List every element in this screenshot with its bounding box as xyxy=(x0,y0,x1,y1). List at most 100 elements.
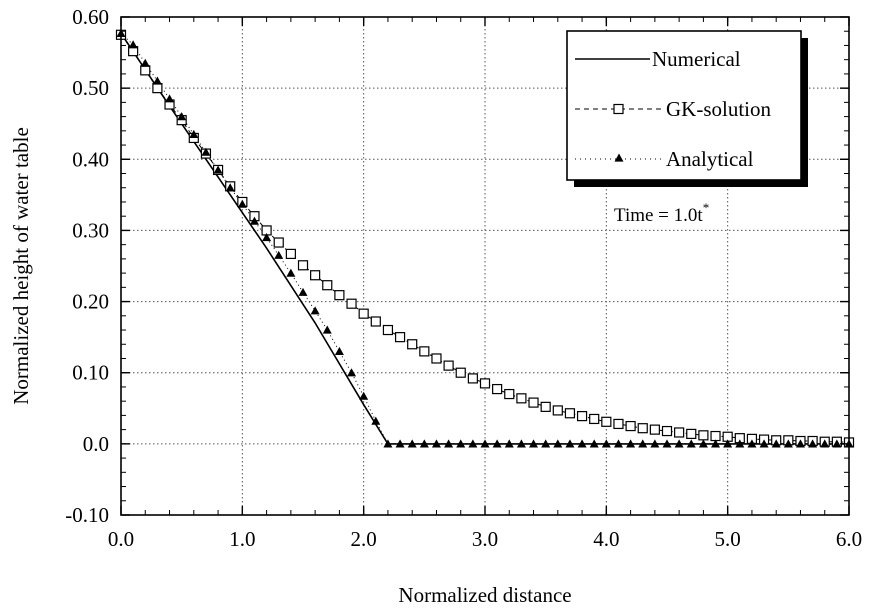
gk-solution-point xyxy=(649,424,660,435)
analytical-point xyxy=(832,439,842,448)
y-tick-label: 0.30 xyxy=(72,218,109,242)
gk-solution-point xyxy=(516,393,527,404)
y-tick-label: 0.0 xyxy=(83,432,109,456)
analytical-point xyxy=(237,199,247,208)
gk-solution-point xyxy=(394,332,406,343)
y-tick-label: 0.20 xyxy=(72,290,109,314)
analytical-point xyxy=(274,250,284,259)
analytical-point xyxy=(674,439,684,448)
analytical-point xyxy=(492,439,502,448)
analytical-point xyxy=(359,391,369,400)
y-tick-label: 0.10 xyxy=(72,361,109,385)
gk-solution-point xyxy=(710,430,721,442)
y-tick-labels: -0.10 0.0 0.10 0.20 0.30 0.40 0.50 0.60 xyxy=(65,5,109,527)
gk-solution-point xyxy=(273,237,284,248)
analytical-point xyxy=(371,416,381,425)
analytical-point xyxy=(298,287,308,296)
x-tick-label: 6.0 xyxy=(836,527,862,551)
gk-solution-point xyxy=(407,339,418,350)
analytical-point xyxy=(541,439,551,448)
time-annotation: Time = 1.0t* xyxy=(614,200,709,226)
gk-solution-point xyxy=(443,360,454,371)
analytical-point xyxy=(431,439,441,448)
tick-marks xyxy=(120,16,850,516)
gk-solution-point xyxy=(698,430,709,441)
time-annotation-superscript: * xyxy=(703,200,710,215)
analytical-point xyxy=(626,439,636,448)
gk-solution-point xyxy=(346,298,357,309)
gk-solution-point xyxy=(419,346,430,357)
gk-solution-point xyxy=(152,83,163,94)
legend-samples xyxy=(575,58,662,162)
analytical-point xyxy=(529,439,539,448)
analytical-point xyxy=(165,94,175,103)
analytical-point xyxy=(723,439,733,448)
gk-solution-point xyxy=(686,428,697,439)
legend-marker-gk-solution xyxy=(613,103,624,115)
analytical-point xyxy=(456,439,466,448)
analytical-point xyxy=(808,439,818,448)
analytical-point xyxy=(820,439,830,448)
analytical-point xyxy=(783,439,793,448)
gk-solution-point xyxy=(310,270,321,281)
time-annotation-text: Time = 1.0t xyxy=(614,205,703,226)
analytical-point xyxy=(577,439,587,448)
x-tick-label: 1.0 xyxy=(229,527,255,551)
gk-solution-point xyxy=(601,416,612,427)
analytical-point xyxy=(128,40,138,49)
x-tick-label: 3.0 xyxy=(472,527,498,551)
gk-solution-point xyxy=(637,423,648,434)
gk-solution-point xyxy=(455,367,466,378)
gk-solution-point xyxy=(479,378,491,389)
analytical-point xyxy=(322,325,332,334)
gk-solution-point xyxy=(504,388,515,400)
gk-solution-point xyxy=(674,427,685,438)
analytical-point xyxy=(310,306,320,315)
legend-entry-analytical: Analytical xyxy=(666,147,754,171)
gk-solution-point xyxy=(576,411,588,422)
analytical-point xyxy=(686,439,696,448)
y-tick-label: 0.60 xyxy=(72,5,109,29)
analytical-point xyxy=(407,439,417,448)
analytical-point xyxy=(662,439,672,448)
legend-entry-gk-solution: GK-solution xyxy=(666,97,772,121)
x-tick-label: 0.0 xyxy=(108,527,134,551)
analytical-point xyxy=(504,439,514,448)
analytical-point xyxy=(638,439,648,448)
gk-solution-point xyxy=(552,405,563,416)
analytical-point xyxy=(480,439,490,448)
analytical-point xyxy=(711,439,721,448)
y-tick-label: 0.40 xyxy=(72,147,109,171)
gk-solution-point xyxy=(564,408,576,419)
gk-solution-point xyxy=(140,65,151,76)
analytical-point xyxy=(213,165,223,174)
gk-solution-point xyxy=(613,418,624,430)
gk-solution-point xyxy=(334,290,345,301)
analytical-point xyxy=(589,439,599,448)
analytical-point xyxy=(286,268,296,277)
analytical-point xyxy=(468,439,478,448)
analytical-point xyxy=(516,439,526,448)
analytical-point xyxy=(347,368,357,377)
analytical-point xyxy=(565,439,575,448)
analytical-point xyxy=(189,129,199,138)
legend: Numerical GK-solution Analytical xyxy=(566,30,808,187)
analytical-point xyxy=(225,183,235,192)
gk-solution-point xyxy=(528,397,539,408)
analytical-point xyxy=(419,439,429,448)
gk-solution-point xyxy=(540,401,551,412)
gk-solution-point xyxy=(382,324,394,336)
analytical-point xyxy=(747,439,757,448)
gk-solution-point xyxy=(589,413,600,425)
gk-solution-point xyxy=(661,425,673,437)
analytical-point xyxy=(601,439,611,448)
analytical-point xyxy=(735,439,745,448)
analytical-point xyxy=(249,216,259,225)
plot-series xyxy=(115,28,855,448)
y-axis-title: Normalized height of water table xyxy=(9,127,33,405)
y-tick-label: -0.10 xyxy=(65,503,109,527)
analytical-point xyxy=(759,439,769,448)
analytical-point xyxy=(650,439,660,448)
gk-solution-point xyxy=(358,308,369,319)
